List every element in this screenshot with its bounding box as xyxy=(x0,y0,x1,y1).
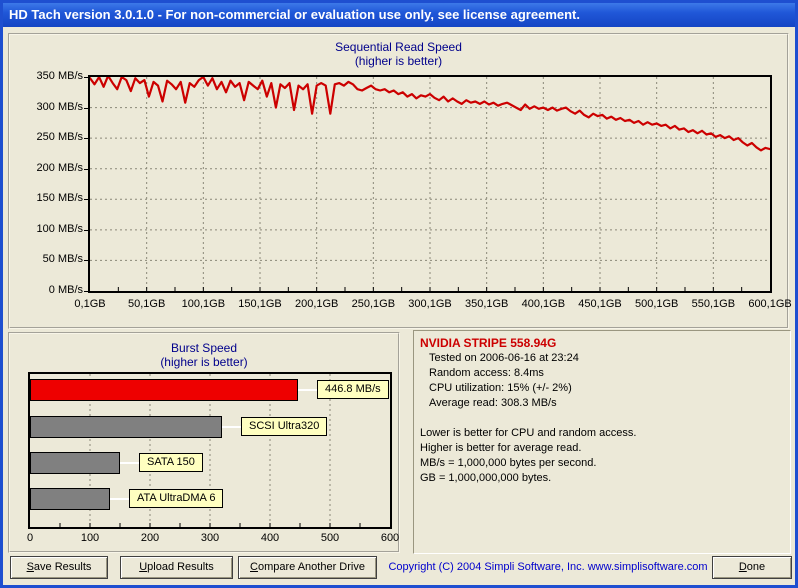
y-axis-tick xyxy=(84,260,88,262)
burst-speed-groupbox: Burst Speed (higher is better) xyxy=(8,332,400,553)
y-axis-tick xyxy=(84,107,88,109)
x-axis-label: 150,1GB xyxy=(238,298,282,310)
burst-x-axis-label: 100 xyxy=(80,532,100,544)
results-info-panel: NVIDIA STRIPE 558.94G Tested on 2006-06-… xyxy=(413,330,791,554)
bar-label-connector xyxy=(120,462,139,464)
tested-on-line: Tested on 2006-06-16 at 23:24 xyxy=(429,352,579,364)
y-axis-label: 50 MB/s xyxy=(42,253,83,266)
bar-label-connector xyxy=(110,498,129,500)
x-axis-label: 550,1GB xyxy=(691,298,736,310)
burst-chart-subtitle: (higher is better) xyxy=(160,355,248,369)
done-accel: D xyxy=(738,561,747,573)
save-label: ave Results xyxy=(33,561,92,573)
cpu-utilization-line: CPU utilization: 15% (+/- 2%) xyxy=(429,382,572,394)
burst-chart-title: Burst Speed xyxy=(170,341,238,355)
tested-drive-burst-bar xyxy=(30,379,298,401)
bar-label-connector xyxy=(298,389,317,391)
x-axis-label: 50,1GB xyxy=(128,298,166,310)
note-gb-definition: GB = 1,000,000,000 bytes. xyxy=(420,472,552,484)
upload-label: pload Results xyxy=(147,561,214,573)
sequential-read-plot xyxy=(88,75,772,293)
x-axis-label: 450,1GB xyxy=(578,298,622,310)
y-axis-label: 300 MB/s xyxy=(36,100,83,113)
burst-x-axis-label: 600 xyxy=(380,532,400,544)
compare-label: ompare Another Drive xyxy=(257,561,365,573)
window-title: HD Tach version 3.0.1.0 - For non-commer… xyxy=(9,7,580,22)
sequential-chart-title: Sequential Read Speed xyxy=(335,40,462,54)
note-mbs-definition: MB/s = 1,000,000 bytes per second. xyxy=(420,457,597,469)
save-results-button[interactable]: Save Results xyxy=(10,556,108,579)
burst-x-axis-label: 200 xyxy=(140,532,160,544)
bar-label: ATA UltraDMA 6 xyxy=(129,489,224,508)
y-axis-tick xyxy=(84,229,88,231)
done-label: one xyxy=(746,561,766,573)
y-axis-label: 0 MB/s xyxy=(48,283,83,296)
title-bar[interactable]: HD Tach version 3.0.1.0 - For non-commer… xyxy=(3,3,795,27)
average-read-line: Average read: 308.3 MB/s xyxy=(429,397,557,409)
bar-label-connector xyxy=(222,426,241,428)
y-axis-label: 350 MB/s xyxy=(36,70,83,82)
compare-accel: C xyxy=(250,561,258,573)
y-axis-label: 200 MB/s xyxy=(36,161,83,174)
burst-x-axis-label: 500 xyxy=(320,532,340,544)
sequential-read-line-svg xyxy=(90,77,770,291)
x-axis-label: 600,1GB xyxy=(748,298,792,310)
y-axis-tick xyxy=(84,77,88,78)
burst-x-axis-label: 400 xyxy=(260,532,280,544)
random-access-line: Random access: 8.4ms xyxy=(429,367,544,379)
burst-x-axis-label: 0 xyxy=(26,532,34,544)
y-axis-label: 250 MB/s xyxy=(36,131,83,144)
reference-burst-bar xyxy=(30,452,120,474)
x-axis-label: 350,1GB xyxy=(464,298,509,310)
x-axis-label: 200,1GB xyxy=(294,298,339,310)
x-axis-label: 100,1GB xyxy=(181,298,226,310)
upload-accel: U xyxy=(139,561,148,573)
reference-burst-bar xyxy=(30,416,222,438)
bar-label: SCSI Ultra320 xyxy=(241,417,328,436)
done-button[interactable]: Done xyxy=(712,556,792,579)
sequential-read-groupbox: Sequential Read Speed (higher is better) xyxy=(8,33,789,329)
info-spacer xyxy=(420,411,784,426)
x-axis-label: 250,1GB xyxy=(351,298,396,310)
copyright-text: Copyright (C) 2004 Simpli Software, Inc.… xyxy=(388,561,708,573)
y-axis-tick xyxy=(84,290,88,292)
x-axis-label: 400,1GB xyxy=(521,298,566,310)
y-axis-tick xyxy=(84,199,88,201)
note-lower-better: Lower is better for CPU and random acces… xyxy=(420,427,637,439)
bar-label: 446.8 MB/s xyxy=(317,380,389,399)
save-accel: S xyxy=(26,561,34,573)
x-axis-label: 500,1GB xyxy=(634,298,679,310)
x-axis-label: 0,1GB xyxy=(74,298,106,310)
burst-x-axis-label: 300 xyxy=(200,532,220,544)
upload-results-button[interactable]: Upload Results xyxy=(120,556,233,579)
y-axis-label: 100 MB/s xyxy=(36,222,83,235)
y-axis-tick xyxy=(84,138,88,140)
burst-speed-plot: 446.8 MB/s SCSI Ultra320 SATA 150 ATA Ultra… xyxy=(28,372,392,529)
y-axis-tick xyxy=(84,168,88,170)
sequential-chart-subtitle: (higher is better) xyxy=(354,54,443,68)
drive-name: NVIDIA STRIPE 558.94G xyxy=(420,336,557,350)
note-higher-better: Higher is better for average read. xyxy=(420,442,582,454)
compare-another-drive-button[interactable]: Compare Another Drive xyxy=(238,556,377,579)
reference-burst-bar xyxy=(30,488,110,510)
bar-label: SATA 150 xyxy=(139,453,203,472)
y-axis-label: 150 MB/s xyxy=(36,192,83,205)
x-axis-label: 300,1GB xyxy=(408,298,452,310)
